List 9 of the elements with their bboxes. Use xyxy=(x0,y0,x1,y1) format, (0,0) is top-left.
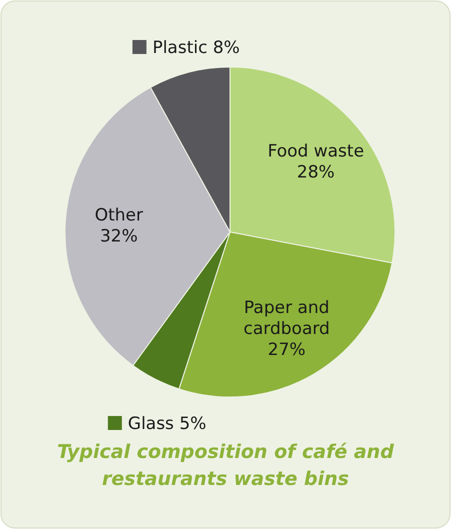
text: Typical composition of café and restaurants waste bins xyxy=(57,441,394,490)
legend-label: Plastic 8% xyxy=(152,38,240,58)
data-label: 32% xyxy=(100,226,138,247)
data-label: 28% xyxy=(296,162,335,183)
slice-label: Paper and cardboard xyxy=(244,298,330,339)
legend-label: Glass 5% xyxy=(128,414,206,434)
slice-label: Other xyxy=(94,206,143,226)
slice-label: Food waste xyxy=(268,142,364,162)
data-label: 27% xyxy=(268,340,306,360)
